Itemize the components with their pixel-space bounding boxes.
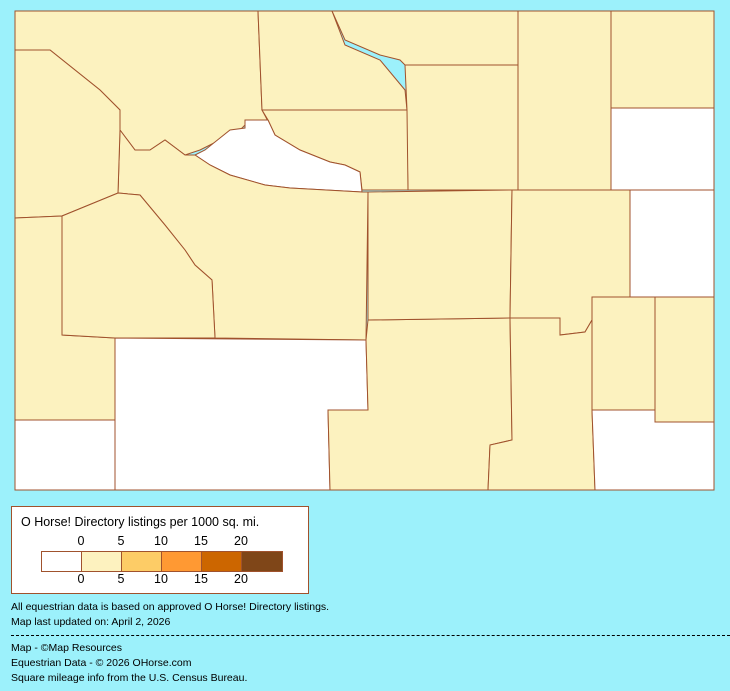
legend-tick-label: 10 bbox=[154, 534, 168, 548]
legend-tick-label: 0 bbox=[77, 534, 85, 548]
county-crook[interactable] bbox=[610, 10, 715, 109]
legend-tick-label: 0 bbox=[77, 572, 85, 586]
county-weston[interactable] bbox=[610, 107, 715, 191]
county-laramie[interactable] bbox=[591, 409, 715, 491]
county-goshen[interactable] bbox=[654, 296, 715, 423]
census-credit: Square mileage info from the U.S. Census… bbox=[11, 672, 248, 684]
state-border bbox=[14, 10, 715, 491]
legend-tick-label: 15 bbox=[194, 572, 208, 586]
legend-tick-label: 5 bbox=[117, 534, 125, 548]
county-uinta[interactable] bbox=[14, 419, 116, 491]
legend-tick-label: 15 bbox=[194, 534, 208, 548]
county-campbell[interactable] bbox=[517, 10, 612, 191]
legend-swatch bbox=[82, 552, 122, 571]
legend-swatch bbox=[162, 552, 202, 571]
data-credit: Equestrian Data - © 2026 OHorse.com bbox=[11, 657, 192, 669]
wyoming-county-map bbox=[14, 10, 715, 491]
legend: O Horse! Directory listings per 1000 sq.… bbox=[11, 506, 309, 594]
legend-tick-label: 20 bbox=[234, 572, 248, 586]
updated-note: Map last updated on: April 2, 2026 bbox=[11, 616, 171, 628]
county-sublette[interactable] bbox=[61, 192, 216, 339]
legend-swatch bbox=[42, 552, 82, 571]
legend-tick-label: 5 bbox=[117, 572, 125, 586]
legend-swatch bbox=[242, 552, 282, 571]
county-niobrara[interactable] bbox=[629, 189, 715, 298]
divider bbox=[11, 635, 730, 636]
county-johnson[interactable] bbox=[404, 64, 519, 191]
legend-tick-label: 20 bbox=[234, 534, 248, 548]
map-credit: Map - ©Map Resources bbox=[11, 642, 123, 654]
legend-tick-label: 10 bbox=[154, 572, 168, 586]
legend-title: O Horse! Directory listings per 1000 sq.… bbox=[21, 515, 260, 529]
data-basis-note: All equestrian data is based on approved… bbox=[11, 601, 330, 613]
legend-color-scale bbox=[41, 551, 283, 572]
legend-swatch bbox=[202, 552, 242, 571]
county-natrona[interactable] bbox=[367, 189, 513, 321]
legend-swatch bbox=[122, 552, 162, 571]
county-platte[interactable] bbox=[591, 296, 656, 411]
